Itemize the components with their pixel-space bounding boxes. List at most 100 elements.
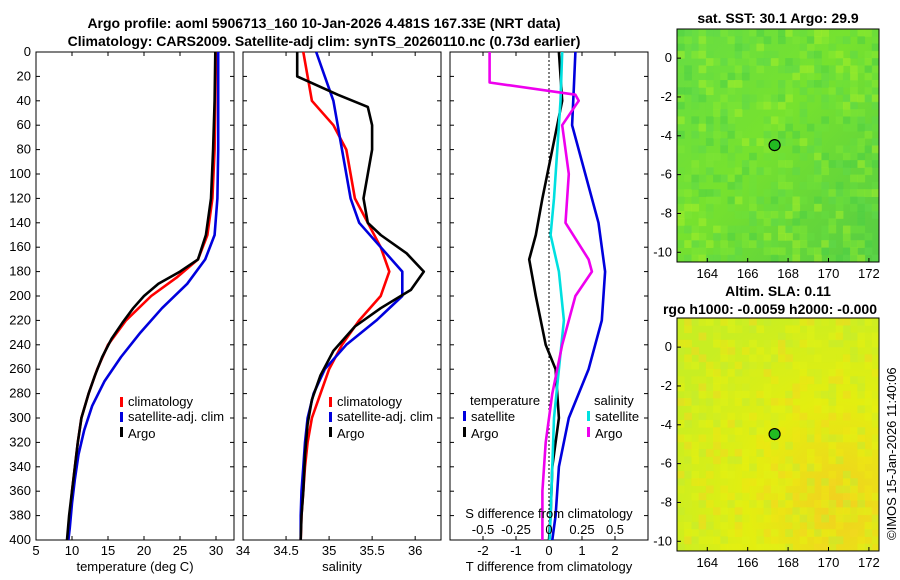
heatmap-cell	[792, 211, 801, 219]
heatmap-cell	[778, 36, 786, 45]
heatmap-cell	[684, 318, 692, 326]
heatmap-cell	[785, 58, 793, 66]
x-tick-label: 35	[322, 543, 336, 558]
heatmap-cell	[871, 441, 880, 450]
heatmap-cell	[850, 109, 858, 117]
heatmap-cell	[842, 80, 851, 88]
heatmap-cell	[763, 543, 772, 552]
heatmap-cell	[691, 160, 700, 168]
heatmap-cell	[778, 218, 786, 227]
heatmap-cell	[698, 449, 707, 457]
map-y-tick-label: -2	[660, 378, 672, 393]
heatmap-cell	[741, 138, 750, 146]
depth-tick-label: 100	[9, 166, 31, 181]
heatmap-cell	[828, 383, 837, 392]
heatmap-cell	[814, 29, 822, 37]
heatmap-cell	[835, 58, 844, 66]
heatmap-cell	[720, 225, 728, 234]
heatmap-cell	[835, 116, 844, 125]
heatmap-cell	[763, 50, 772, 59]
heatmap-cell	[842, 332, 851, 341]
heatmap-cell	[677, 254, 685, 263]
heatmap-cell	[741, 225, 750, 234]
heatmap-cell	[842, 36, 851, 45]
heatmap-cell	[713, 390, 721, 399]
heatmap-cell	[763, 412, 772, 421]
heatmap-cell	[792, 80, 801, 88]
heatmap-cell	[814, 463, 822, 472]
heatmap-cell	[792, 203, 801, 212]
heatmap-cell	[741, 43, 750, 52]
heatmap-cell	[828, 449, 837, 457]
heatmap-cell	[821, 240, 829, 248]
heatmap-cell	[778, 354, 786, 363]
heatmap-cell	[698, 29, 707, 37]
heatmap-cell	[698, 218, 707, 227]
heatmap-cell	[842, 434, 851, 443]
heatmap-cell	[821, 427, 829, 435]
heatmap-cell	[698, 354, 707, 363]
heatmap-cell	[835, 50, 844, 59]
heatmap-cell	[785, 492, 793, 501]
heatmap-cell	[720, 470, 728, 479]
heatmap-cell	[835, 80, 844, 88]
heatmap-cell	[842, 500, 851, 508]
heatmap-cell	[828, 478, 837, 486]
s-tick-label: -0.25	[501, 522, 531, 537]
heatmap-cell	[756, 167, 765, 176]
heatmap-cell	[770, 116, 779, 125]
heatmap-cell	[677, 434, 685, 443]
heatmap-cell	[756, 441, 765, 450]
heatmap-cell	[814, 174, 822, 183]
heatmap-cell	[785, 123, 793, 132]
heatmap-cell	[778, 507, 786, 516]
heatmap-cell	[871, 29, 880, 37]
heatmap-cell	[691, 434, 700, 443]
sst-map-frame	[676, 28, 880, 263]
heatmap-cell	[720, 354, 728, 363]
heatmap-cell	[871, 123, 880, 132]
heatmap-cell	[763, 240, 772, 248]
heatmap-cell	[705, 514, 714, 523]
heatmap-cell	[713, 419, 721, 428]
heatmap-cell	[734, 521, 743, 530]
heatmap-cell	[763, 58, 772, 66]
heatmap-cell	[842, 189, 851, 197]
heatmap-cell	[842, 507, 851, 516]
heatmap-cell	[864, 50, 873, 59]
x-tick-label: 2	[611, 543, 618, 558]
heatmap-cell	[720, 543, 728, 552]
heatmap-cell	[741, 412, 750, 421]
heatmap-cell	[828, 441, 837, 450]
heatmap-cell	[792, 72, 801, 81]
heatmap-cell	[749, 412, 757, 421]
heatmap-cell	[778, 369, 786, 377]
heatmap-cell	[821, 160, 829, 168]
heatmap-cell	[684, 463, 692, 472]
x-tick-label: -2	[477, 543, 489, 558]
title-line-2: Climatology: CARS2009. Satellite-adj cli…	[68, 33, 581, 49]
sla-argo-position-marker	[768, 428, 781, 441]
heatmap-cell	[749, 36, 757, 45]
heatmap-cell	[785, 390, 793, 399]
difference-legend: temperature salinity satellite Argo sate…	[463, 393, 639, 441]
heatmap-cell	[677, 478, 685, 486]
heatmap-cell	[835, 101, 844, 110]
heatmap-cell	[691, 456, 700, 465]
heatmap-cell	[850, 50, 858, 59]
heatmap-cell	[677, 240, 685, 248]
heatmap-cell	[835, 36, 844, 45]
heatmap-cell	[785, 160, 793, 168]
heatmap-cell	[835, 339, 844, 348]
sla-map-subtitle: rgo h1000: -0.0059 h2000: -0.000	[663, 301, 877, 317]
legend-swatch-climatology	[120, 397, 123, 407]
heatmap-cell	[713, 405, 721, 414]
heatmap-cell	[677, 43, 685, 52]
heatmap-cell	[814, 514, 822, 523]
x-tick-label: 20	[137, 543, 151, 558]
legend-swatch-satellite	[329, 412, 332, 422]
heatmap-cell	[850, 347, 858, 355]
heatmap-cell	[806, 369, 815, 377]
heatmap-cell	[828, 87, 837, 96]
heatmap-cell	[684, 211, 692, 219]
